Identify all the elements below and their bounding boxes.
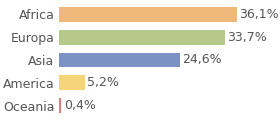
Text: 0,4%: 0,4%	[64, 99, 96, 112]
Text: 5,2%: 5,2%	[87, 76, 119, 89]
Bar	[59, 98, 61, 113]
Bar	[59, 53, 180, 67]
Bar	[59, 30, 225, 45]
Bar	[59, 7, 237, 22]
Bar	[59, 75, 85, 90]
Text: 36,1%: 36,1%	[239, 8, 279, 21]
Text: 24,6%: 24,6%	[183, 54, 222, 66]
Text: 33,7%: 33,7%	[227, 31, 267, 44]
